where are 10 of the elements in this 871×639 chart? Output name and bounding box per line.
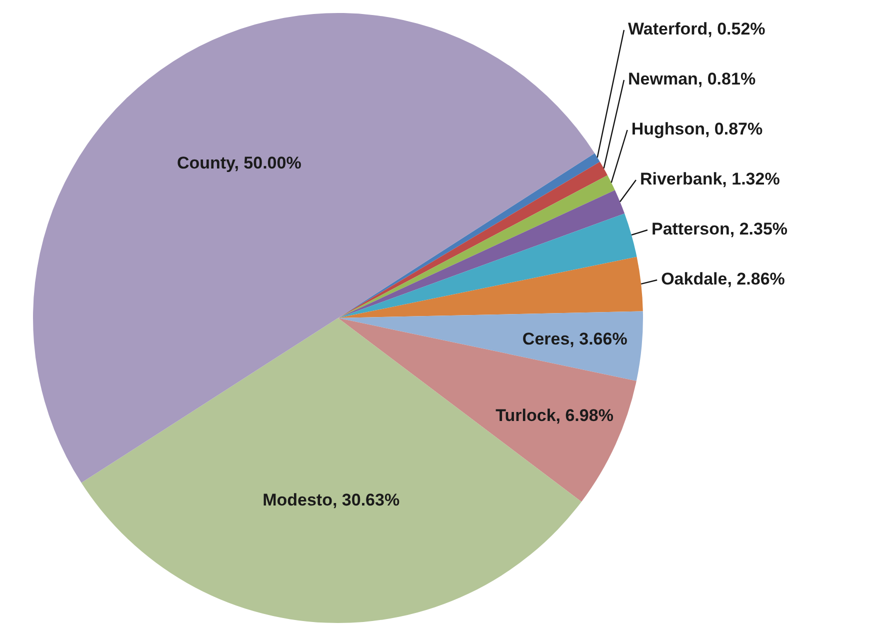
slice-label: Turlock, 6.98% xyxy=(496,406,614,426)
slice-label: County, 50.00% xyxy=(176,154,302,173)
slice-label: Waterford, 0.52% xyxy=(628,20,766,39)
slice-label: Hughson, 0.87% xyxy=(631,120,763,139)
slice-label: Patterson, 2.35% xyxy=(651,220,788,239)
slice-label: Riverbank, 1.32% xyxy=(640,170,780,189)
slice-label: Oakdale, 2.86% xyxy=(661,270,785,289)
slice-label: Newman, 0.81% xyxy=(628,70,756,89)
slice-label: Modesto, 30.63% xyxy=(262,490,400,510)
slice-label: Ceres, 3.66% xyxy=(522,330,628,349)
